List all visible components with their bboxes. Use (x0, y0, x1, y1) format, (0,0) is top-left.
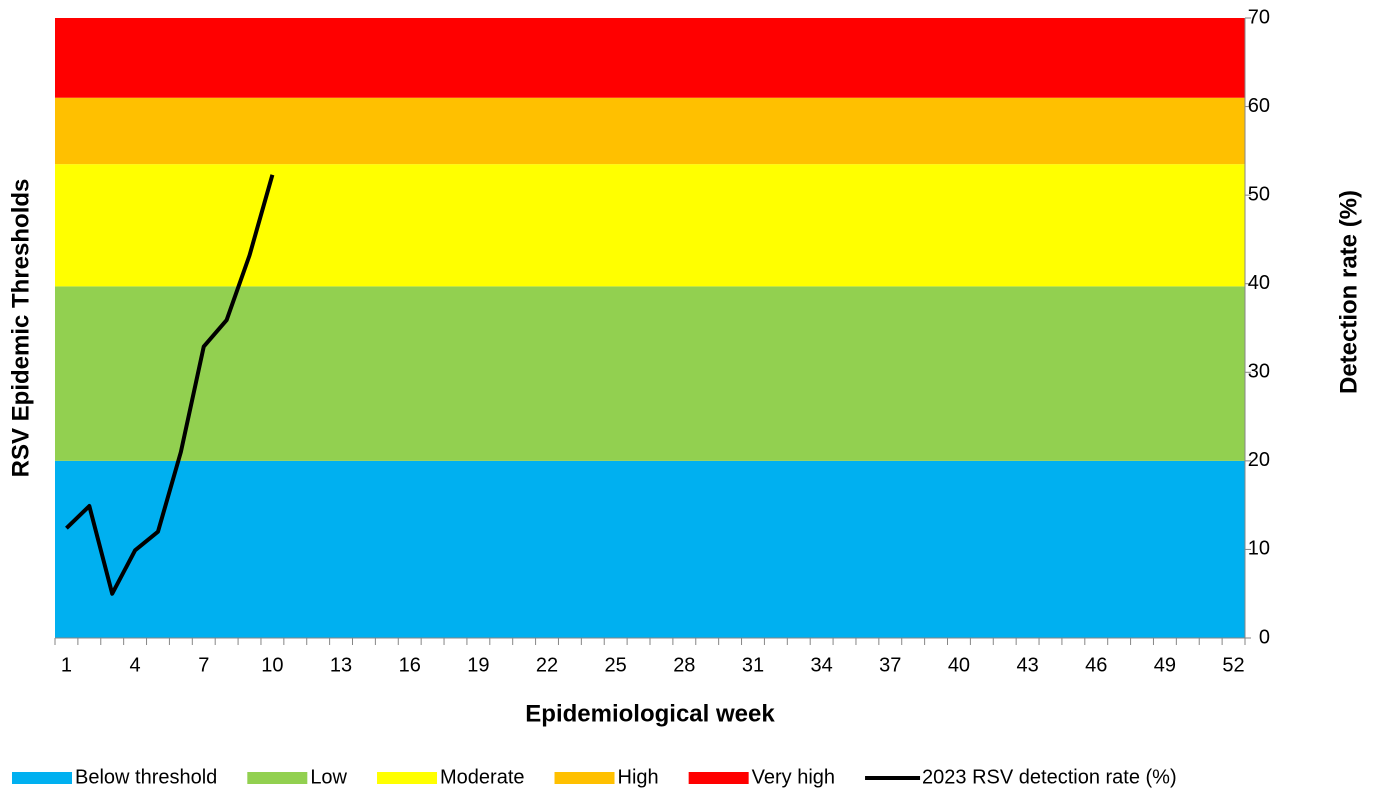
x-tick-label: 25 (605, 654, 627, 676)
x-tick-label: 37 (879, 654, 901, 676)
legend-swatch (688, 772, 749, 784)
legend-label: Low (310, 766, 347, 788)
right-axis-title: Detection rate (%) (1335, 190, 1362, 394)
x-tick-label: 52 (1222, 654, 1244, 676)
y-tick-label: 50 (1248, 183, 1270, 205)
legend-swatch (12, 772, 72, 784)
x-tick-label: 46 (1085, 654, 1107, 676)
legend-label: Moderate (440, 766, 525, 788)
y-tick-label: 70 (1248, 6, 1270, 28)
y-tick-label: 30 (1248, 361, 1270, 383)
x-axis-title: Epidemiological week (525, 700, 775, 727)
x-tick-label: 40 (948, 654, 970, 676)
x-tick-label: 34 (811, 654, 833, 676)
left-axis-title: RSV Epidemic Thresholds (7, 179, 34, 478)
threshold-band (55, 164, 1245, 287)
x-tick-label: 13 (330, 654, 352, 676)
legend-label: Below threshold (75, 766, 217, 788)
x-tick-label: 7 (198, 654, 209, 676)
x-tick-label: 49 (1154, 654, 1176, 676)
legend-label: 2023 RSV detection rate (%) (922, 766, 1177, 788)
data-line (65, 174, 275, 596)
x-tick-label: 19 (467, 654, 489, 676)
legend-swatch (247, 772, 308, 784)
y-tick-label: 10 (1248, 538, 1270, 560)
legend-label: High (618, 766, 659, 788)
y-tick-label: 0 (1259, 626, 1270, 648)
x-tick-label: 1 (61, 654, 72, 676)
legend-label: Very high (752, 766, 835, 788)
x-tick-label: 43 (1016, 654, 1038, 676)
y-tick-label: 40 (1248, 272, 1270, 294)
legend-swatch (377, 772, 438, 784)
x-tick-label: 28 (673, 654, 695, 676)
threshold-band (55, 460, 1245, 638)
y-tick-label: 20 (1248, 449, 1270, 471)
threshold-band (55, 97, 1245, 165)
threshold-band (55, 18, 1245, 98)
x-tick-label: 10 (261, 654, 283, 676)
threshold-band (55, 286, 1245, 461)
x-tick-label: 4 (130, 654, 141, 676)
y-tick-label: 60 (1248, 95, 1270, 117)
x-tick-label: 31 (742, 654, 764, 676)
legend-swatch (554, 772, 615, 784)
x-tick-label: 16 (399, 654, 421, 676)
x-tick-label: 22 (536, 654, 558, 676)
